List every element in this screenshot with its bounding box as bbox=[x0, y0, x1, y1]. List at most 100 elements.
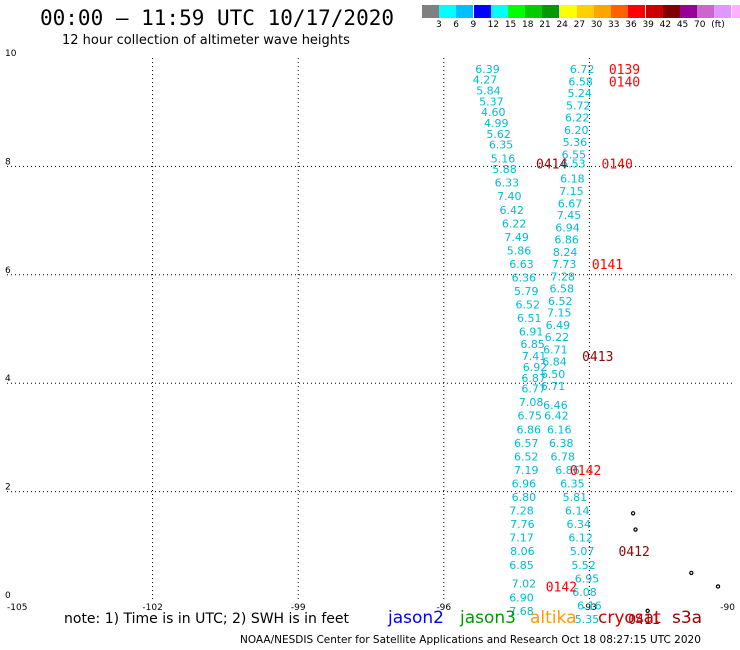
land-mark bbox=[633, 527, 638, 532]
legend-label: 36 bbox=[625, 20, 637, 30]
y-tick-label: 10 bbox=[5, 49, 17, 59]
data-point-jason2: 6.16 bbox=[547, 423, 572, 436]
land-mark bbox=[715, 584, 721, 589]
legend-swatch bbox=[594, 5, 611, 18]
footer-note: note: 1) Time is in UTC; 2) SWH is in fe… bbox=[64, 611, 350, 627]
data-point-jason2: 6.16 bbox=[577, 599, 602, 612]
data-point-jason3: 5.88 bbox=[492, 163, 517, 176]
land-mark bbox=[645, 608, 650, 614]
time-label: 0142 bbox=[570, 464, 601, 479]
data-point-jason2: 5.81 bbox=[563, 491, 588, 504]
data-point-jason2: 6.58 bbox=[568, 75, 593, 88]
land-mark bbox=[630, 511, 636, 516]
data-point-jason2: 6.95 bbox=[575, 572, 600, 585]
legend-swatch bbox=[628, 5, 646, 18]
data-point-jason2: 5.07 bbox=[570, 545, 595, 558]
data-point-jason2: 6.55 bbox=[562, 148, 587, 161]
data-point-jason2: 6.49 bbox=[546, 319, 571, 332]
data-point-jason2: 6.08 bbox=[572, 586, 597, 599]
y-tick-label: 0 bbox=[5, 591, 11, 601]
data-point-jason2: 6.46 bbox=[543, 399, 568, 412]
data-point-jason3: 6.33 bbox=[495, 177, 520, 190]
legend-swatch bbox=[456, 5, 474, 18]
data-point-jason3: 6.91 bbox=[519, 326, 544, 339]
time-label: 0139 bbox=[609, 63, 640, 78]
legend-label: 24 bbox=[556, 20, 568, 30]
data-point-jason3: 7.49 bbox=[504, 231, 529, 244]
legend-label: 42 bbox=[659, 20, 672, 30]
time-label: 0411 bbox=[628, 613, 659, 628]
data-point-jason2: 6.22 bbox=[545, 331, 570, 344]
legend-swatch bbox=[680, 5, 697, 18]
data-point-jason2: 6.50 bbox=[541, 368, 566, 381]
data-point-jason2: 5.36 bbox=[563, 136, 588, 149]
data-point-jason3: 6.75 bbox=[517, 410, 542, 423]
data-point-jason2: 6.71 bbox=[543, 344, 568, 357]
legend-label: 45 bbox=[676, 20, 689, 30]
data-point-jason2: 6.72 bbox=[570, 63, 595, 76]
footer-credit: NOAA/NESDIS Center for Satellite Applica… bbox=[240, 634, 701, 646]
data-point-jason2: 6.58 bbox=[549, 282, 574, 295]
time-label: 0413 bbox=[582, 350, 613, 365]
data-point-jason3: 6.90 bbox=[509, 591, 534, 604]
data-point-jason2: 6.71 bbox=[541, 380, 566, 393]
legend-label: 39 bbox=[642, 20, 654, 30]
data-point-jason2: 6.22 bbox=[565, 112, 590, 125]
data-point-jason3: 6.85 bbox=[520, 338, 545, 351]
y-tick-label: 8 bbox=[5, 157, 11, 167]
data-point-jason2: 6.86 bbox=[555, 464, 580, 477]
data-point-jason3: 6.51 bbox=[517, 312, 542, 325]
data-point-jason3: 5.37 bbox=[479, 95, 504, 108]
data-point-jason2: 6.20 bbox=[564, 124, 589, 137]
x-tick-label: -102 bbox=[142, 603, 162, 613]
data-point-jason2: 6.14 bbox=[565, 505, 590, 518]
data-point-jason3: 5.16 bbox=[491, 152, 516, 165]
data-point-jason2: 7.73 bbox=[552, 258, 577, 271]
legend-swatch bbox=[662, 5, 680, 18]
data-point-jason3: 7.28 bbox=[509, 505, 534, 518]
data-point-jason2: 6.18 bbox=[560, 172, 585, 185]
chart-title: 00:00 – 11:59 UTC 10/17/2020 bbox=[40, 6, 395, 30]
satellite-label-cryosat: cryosat bbox=[598, 608, 661, 628]
data-point-jason3: 7.02 bbox=[512, 578, 537, 591]
x-tick-label: -90 bbox=[720, 603, 735, 613]
legend-label: 6 bbox=[453, 20, 459, 30]
data-point-jason3: 4.27 bbox=[473, 74, 498, 87]
data-point-jason2: 6.35 bbox=[560, 477, 585, 490]
time-label: 0141 bbox=[592, 258, 623, 273]
legend-swatch bbox=[542, 5, 560, 18]
time-label: 0140 bbox=[602, 158, 633, 173]
y-tick-label: 2 bbox=[5, 483, 11, 493]
legend-label: 33 bbox=[608, 20, 620, 30]
data-point-jason2: 6.42 bbox=[544, 410, 569, 423]
satellite-label-jason3: jason3 bbox=[460, 608, 516, 628]
satellite-label-altika: altika bbox=[530, 608, 577, 628]
legend-label: 70 bbox=[694, 20, 706, 30]
legend-swatch bbox=[422, 5, 439, 18]
data-point-jason3: 8.06 bbox=[510, 545, 535, 558]
legend-swatch bbox=[473, 5, 491, 18]
legend-swatch bbox=[508, 5, 525, 18]
legend-swatch bbox=[697, 5, 715, 18]
satellite-label-s3a: s3a bbox=[672, 608, 703, 628]
data-point-jason2: 6.52 bbox=[548, 295, 573, 308]
data-point-jason2: 7.45 bbox=[557, 209, 582, 222]
data-point-jason3: 4.60 bbox=[481, 106, 506, 119]
data-point-jason2: 6.86 bbox=[554, 234, 579, 247]
data-point-jason2: 6.84 bbox=[542, 356, 567, 369]
data-point-jason3: 6.86 bbox=[516, 423, 541, 436]
time-label: 0412 bbox=[619, 545, 650, 560]
data-point-jason2: 5.72 bbox=[566, 100, 591, 113]
data-point-jason3: 6.52 bbox=[516, 299, 541, 312]
legend-label: 18 bbox=[522, 20, 534, 30]
data-point-jason3: 6.77 bbox=[521, 383, 546, 396]
legend-label: 9 bbox=[470, 20, 477, 30]
time-label: 0142 bbox=[546, 580, 577, 595]
legend-swatch bbox=[559, 5, 577, 18]
x-tick-label: -93 bbox=[582, 603, 597, 613]
land-mark bbox=[689, 570, 694, 576]
chart-subtitle: 12 hour collection of altimeter wave hei… bbox=[62, 33, 350, 48]
legend-label: 15 bbox=[504, 20, 517, 30]
data-point-jason3: 7.40 bbox=[497, 190, 522, 203]
data-point-jason3: 5.62 bbox=[486, 128, 511, 141]
